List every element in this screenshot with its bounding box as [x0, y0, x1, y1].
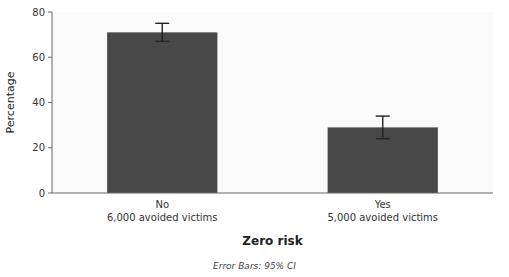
y-tick: [48, 193, 52, 194]
chart-svg: 0 20 40 60 80 No 6,000 avoided victims Yes 5,000…: [0, 0, 509, 277]
y-axis-line: [52, 12, 53, 193]
y-tick-label: 40: [32, 97, 45, 108]
chart-container: 0 20 40 60 80 No 6,000 avoided victims Yes 5,000…: [0, 0, 509, 277]
y-tick-label: 20: [32, 142, 45, 153]
y-tick-label: 0: [39, 188, 45, 199]
y-tick-label: 60: [32, 52, 45, 63]
marks: [107, 23, 438, 193]
x-tick-label-line: No: [155, 199, 169, 210]
y-tick: [48, 12, 52, 13]
x-tick-label: No 6,000 avoided victims: [107, 199, 218, 223]
y-tick: [48, 102, 52, 103]
error-cap: [155, 23, 169, 24]
x-tick-label: Yes 5,000 avoided victims: [327, 199, 438, 223]
error-stem: [382, 116, 383, 139]
y-tick: [48, 147, 52, 148]
subtitle: Error Bars: 95% CI: [213, 261, 296, 271]
error-cap: [376, 138, 390, 139]
x-tick-label-line: 6,000 avoided victims: [107, 212, 218, 223]
y-tick-label: 80: [32, 7, 45, 18]
error-stem: [162, 23, 163, 41]
error-bar: [155, 23, 169, 41]
x-axis-line: [52, 193, 493, 194]
error-cap: [155, 41, 169, 42]
bar: [107, 32, 217, 193]
x-tick-label-line: 5,000 avoided victims: [327, 212, 438, 223]
x-tick-label-line: Yes: [374, 199, 391, 210]
plot-background: [52, 12, 493, 193]
y-tick: [48, 57, 52, 58]
error-cap: [376, 115, 390, 116]
error-bar: [376, 116, 390, 139]
y-axis-label: Percentage: [4, 71, 17, 133]
x-axis-label: Zero risk: [242, 234, 303, 248]
